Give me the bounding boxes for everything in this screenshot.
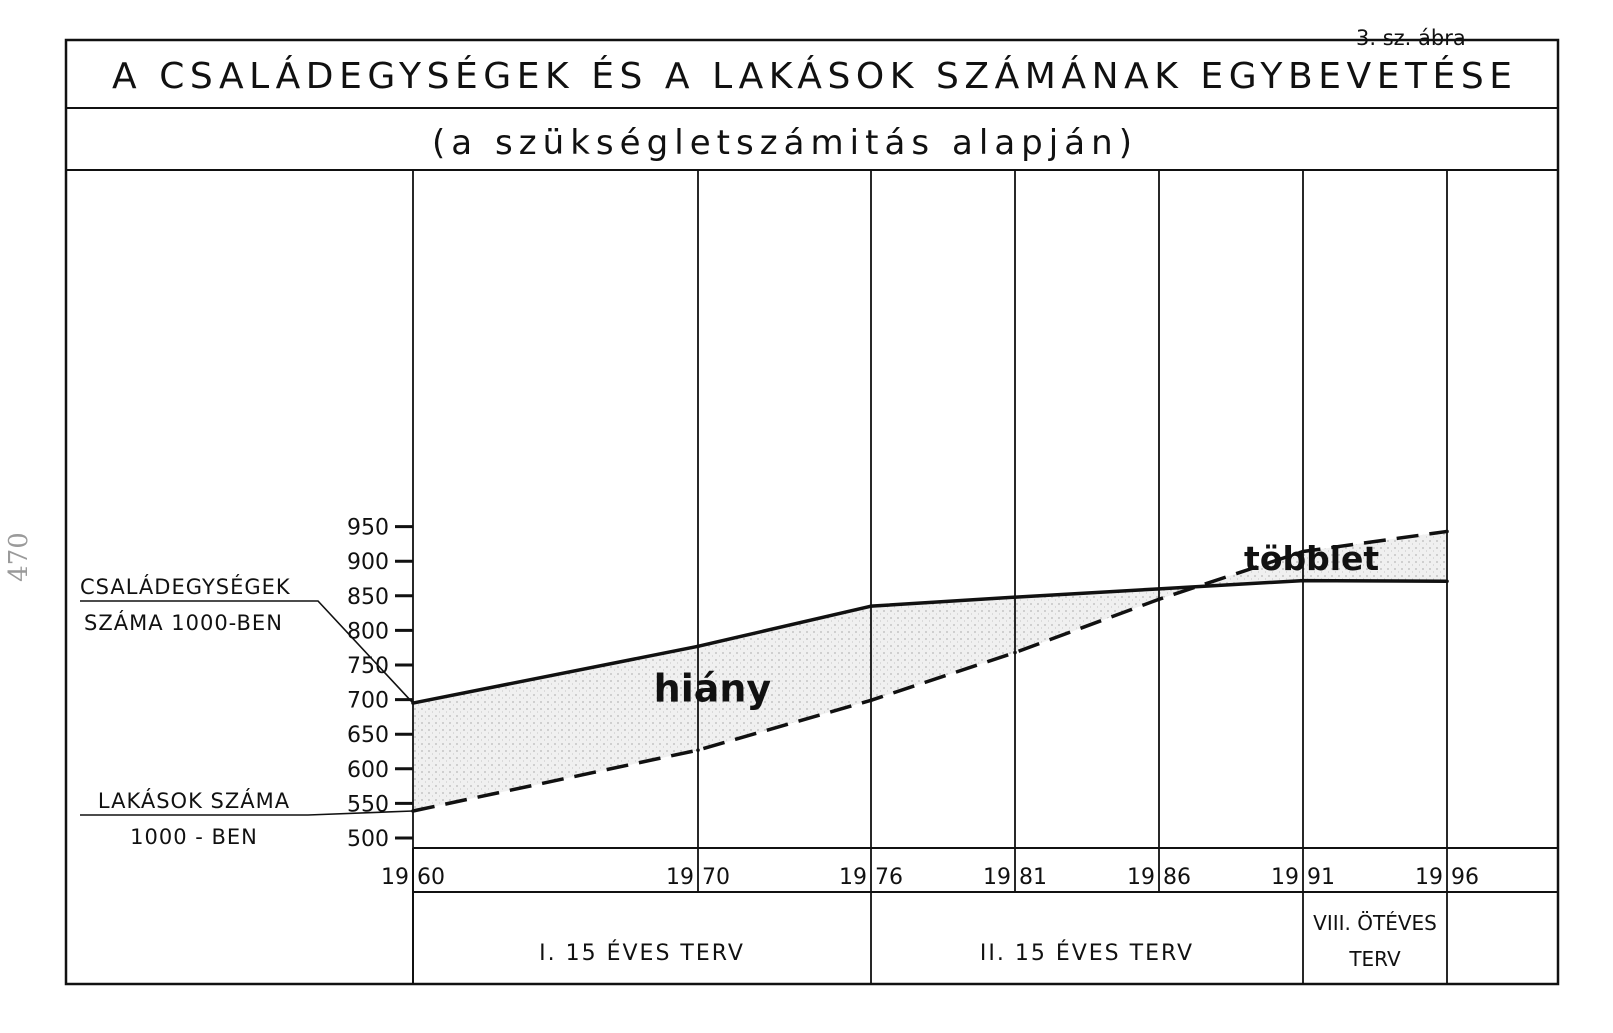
annotation-1: többlet (1244, 539, 1379, 578)
series-label-1-line-0: LAKÁSOK SZÁMA (98, 788, 290, 813)
frame (64, 38, 1560, 986)
series-0-point-1976 (869, 604, 873, 608)
y-tick-label-950: 950 (347, 516, 389, 541)
y-tick-label-700: 700 (347, 689, 389, 714)
figure-label: 3. sz. ábra (1356, 26, 1466, 50)
x-tick-prefix-1991: 19 (1271, 865, 1299, 890)
chart-subtitle: (a szükségletszámitás alapján) (432, 123, 1132, 163)
series-labels: CSALÁDEGYSÉGEK SZÁMA 1000-BEN LAKÁSOK SZÁM… (80, 574, 414, 849)
series-1-point-1970 (696, 748, 700, 752)
series-1-point-1996 (1445, 529, 1449, 534)
y-tick-label-800: 800 (347, 619, 389, 644)
y-tick-label-650: 650 (347, 723, 389, 748)
x-tick-prefix-1996: 19 (1415, 865, 1443, 890)
x-tick-suffix-1991: 91 (1307, 865, 1335, 890)
y-tick-label-850: 850 (347, 585, 389, 610)
series-1-point-1976 (869, 698, 873, 703)
x-axis: 19 60 19 70 19 76 19 81 19 86 19 91 19 96 (381, 836, 1558, 984)
x-tick-prefix-1970: 19 (666, 865, 694, 890)
series-1-point-1981 (1013, 650, 1017, 655)
series-label-0-line-1: SZÁMA 1000-BEN (84, 610, 283, 635)
gap-shading (413, 531, 1447, 812)
x-tick-suffix-1976: 76 (875, 865, 903, 890)
x-tick-prefix-1960: 19 (381, 865, 409, 890)
x-tick-suffix-1970: 70 (702, 865, 730, 890)
y-tick-label-600: 600 (347, 758, 389, 783)
x-tick-suffix-1960: 60 (417, 865, 445, 890)
gap-stipple (413, 531, 1447, 812)
series-0-point-1981 (1013, 595, 1017, 599)
series-1-point-1986 (1157, 597, 1161, 602)
series-label-1-line-1: 1000 - BEN (130, 825, 258, 849)
x-tick-prefix-1976: 19 (839, 865, 867, 890)
series-0-point-1970 (696, 644, 700, 649)
period-band: I. 15 ÉVES TERV II. 15 ÉVES TERV VIII. ÖTÉ… (539, 892, 1448, 984)
x-tick-prefix-1981: 19 (983, 865, 1011, 890)
annotation-0: hiány (654, 667, 772, 711)
outer-frame (64, 38, 1560, 986)
series-leader-0 (80, 600, 414, 704)
x-tick-suffix-1996: 96 (1451, 865, 1479, 890)
annotations: hiány többlet (654, 539, 1380, 710)
series-0-point-1991 (1301, 578, 1305, 583)
series-1-point-1991 (1301, 549, 1305, 554)
period-label-1: II. 15 ÉVES TERV (980, 940, 1194, 966)
series (411, 529, 1449, 813)
y-tick-label-900: 900 (347, 550, 389, 575)
period-label-0: I. 15 ÉVES TERV (539, 940, 745, 966)
x-tick-prefix-1986: 19 (1127, 865, 1155, 890)
series-label-0-line-0: CSALÁDEGYSÉGEK (80, 574, 291, 599)
y-tick-label-750: 750 (347, 654, 389, 679)
x-tick-suffix-1986: 86 (1163, 865, 1191, 890)
y-tick-label-500: 500 (347, 827, 389, 852)
series-leader-1 (80, 810, 414, 816)
period-label-2-line-1: TERV (1348, 947, 1401, 971)
x-tick-suffix-1981: 81 (1019, 865, 1047, 890)
grid (412, 170, 1448, 848)
chart-title: A CSALÁDEGYSÉGEK ÉS A LAKÁSOK SZÁMÁNAK E… (112, 55, 1512, 97)
series-0-point-1986 (1157, 587, 1161, 591)
period-label-2-line-0: VIII. ÖTÉVES (1313, 911, 1437, 935)
series-0-point-1996 (1445, 579, 1449, 584)
